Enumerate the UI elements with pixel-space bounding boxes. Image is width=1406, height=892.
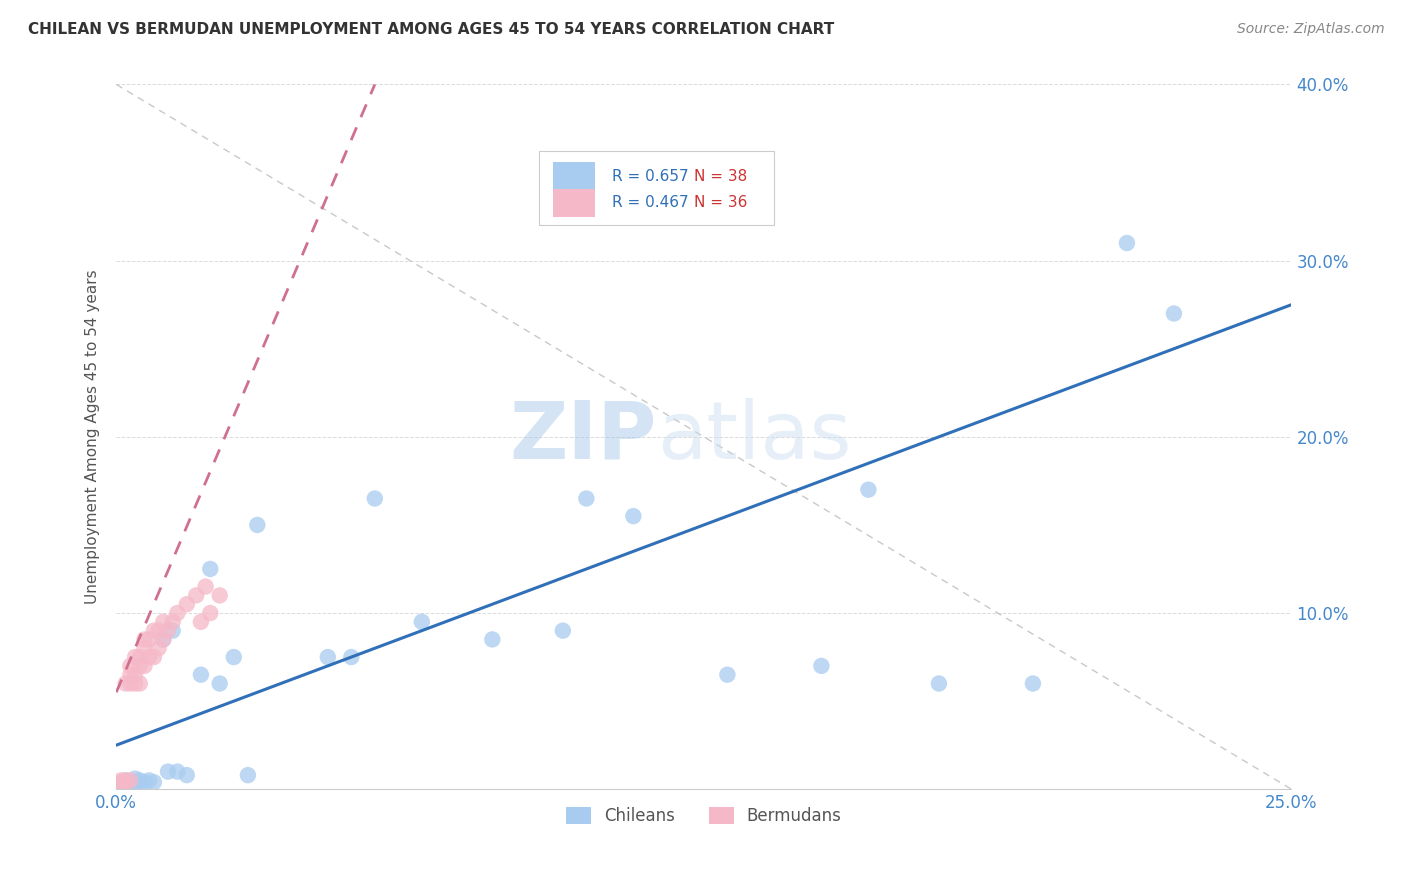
Point [128, 659, 150, 673]
Point [928, 676, 950, 690]
Point [316, 650, 339, 665]
Point [110, 777, 132, 791]
Point [340, 650, 363, 665]
Point [575, 491, 598, 506]
Point [114, 775, 136, 789]
Point [128, 773, 150, 788]
Text: Source: ZipAtlas.com: Source: ZipAtlas.com [1237, 22, 1385, 37]
FancyBboxPatch shape [540, 152, 775, 226]
Point [222, 650, 245, 665]
Point [114, 773, 136, 788]
Point [162, 615, 184, 629]
Text: R = 0.657: R = 0.657 [612, 169, 689, 184]
Text: N = 36: N = 36 [695, 195, 748, 211]
Point [120, 773, 142, 788]
Point [208, 588, 231, 602]
Y-axis label: Unemployment Among Ages 45 to 54 years: Unemployment Among Ages 45 to 54 years [86, 269, 100, 604]
Point [858, 483, 880, 497]
Text: CHILEAN VS BERMUDAN UNEMPLOYMENT AMONG AGES 45 TO 54 YEARS CORRELATION CHART: CHILEAN VS BERMUDAN UNEMPLOYMENT AMONG A… [28, 22, 834, 37]
Point [1163, 306, 1185, 320]
Point [194, 580, 217, 594]
Point [208, 676, 231, 690]
Point [114, 779, 136, 793]
Point [124, 667, 146, 681]
Point [186, 588, 208, 602]
Point [114, 773, 136, 788]
Point [621, 509, 644, 524]
Point [176, 597, 198, 611]
Point [110, 777, 132, 791]
Point [138, 773, 160, 788]
Point [148, 641, 170, 656]
Point [166, 606, 188, 620]
Point [190, 615, 212, 629]
FancyBboxPatch shape [554, 189, 595, 217]
Point [128, 676, 150, 690]
Point [551, 624, 574, 638]
Point [152, 632, 174, 647]
Point [120, 777, 142, 791]
Point [236, 768, 259, 782]
Point [1022, 676, 1045, 690]
Point [134, 632, 156, 647]
Point [190, 667, 212, 681]
Legend: Chileans, Bermudans: Chileans, Bermudans [558, 799, 851, 834]
Text: R = 0.467: R = 0.467 [612, 195, 689, 211]
Point [110, 773, 132, 788]
Point [176, 768, 198, 782]
Text: atlas: atlas [657, 398, 851, 475]
Point [246, 517, 269, 532]
Point [364, 491, 387, 506]
FancyBboxPatch shape [554, 162, 595, 190]
Point [128, 650, 150, 665]
Point [156, 624, 179, 638]
Text: ZIP: ZIP [509, 398, 657, 475]
Point [124, 650, 146, 665]
Point [156, 764, 179, 779]
Point [162, 624, 184, 638]
Point [166, 764, 188, 779]
Point [114, 676, 136, 690]
Point [120, 676, 142, 690]
Point [200, 606, 222, 620]
Point [1116, 235, 1139, 250]
Point [138, 650, 160, 665]
Point [716, 667, 738, 681]
Point [142, 624, 165, 638]
Point [148, 624, 170, 638]
Point [152, 632, 174, 647]
Point [810, 659, 832, 673]
Point [120, 659, 142, 673]
Point [134, 641, 156, 656]
Point [152, 615, 174, 629]
Point [142, 775, 165, 789]
Point [411, 615, 433, 629]
Point [124, 775, 146, 789]
Point [124, 772, 146, 786]
Point [128, 777, 150, 791]
Point [124, 676, 146, 690]
Point [110, 775, 132, 789]
Point [134, 775, 156, 789]
Point [120, 775, 142, 789]
Point [120, 667, 142, 681]
Point [142, 650, 165, 665]
Point [481, 632, 503, 647]
Text: N = 38: N = 38 [695, 169, 748, 184]
Point [134, 659, 156, 673]
Point [200, 562, 222, 576]
Point [138, 632, 160, 647]
